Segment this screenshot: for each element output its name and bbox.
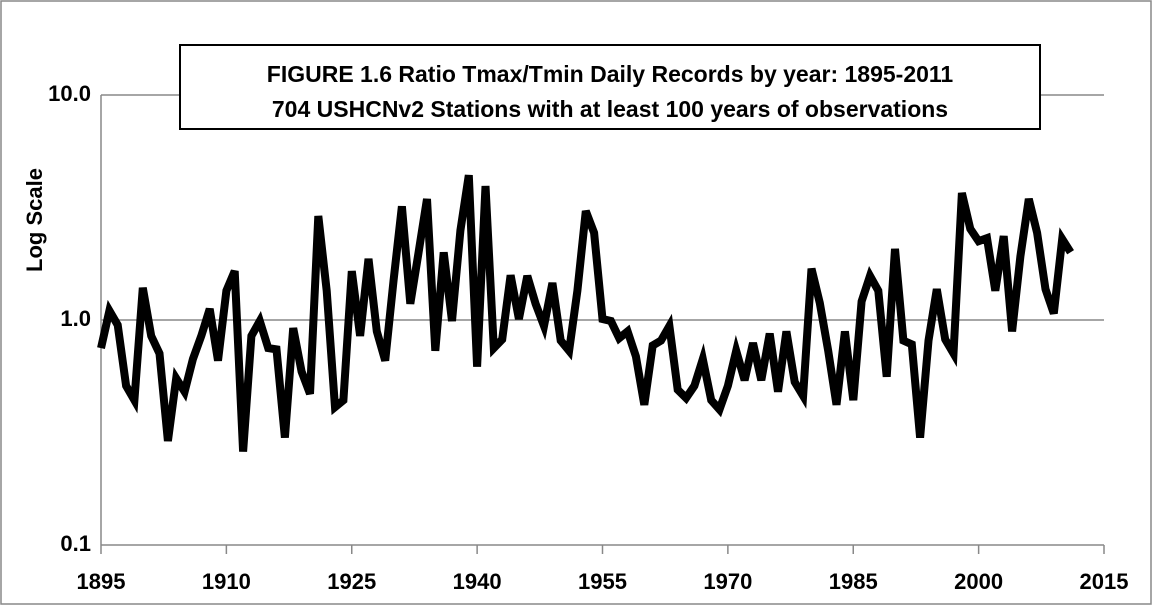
x-tick-label: 2000 [954, 569, 1003, 594]
y-axis-label: Log Scale [22, 168, 47, 272]
chart-subtitle: 704 USHCNv2 Stations with at least 100 y… [272, 96, 948, 122]
x-tick-label: 1985 [829, 569, 878, 594]
y-tick-label: 1.0 [60, 306, 91, 331]
chart-title: FIGURE 1.6 Ratio Tmax/Tmin Daily Records… [267, 61, 954, 87]
x-tick-label: 1955 [578, 569, 627, 594]
x-tick-label: 1895 [77, 569, 126, 594]
y-tick-label: 10.0 [48, 81, 91, 106]
data-line [97, 174, 1074, 452]
x-tick-label: 1910 [202, 569, 251, 594]
y-tick-label: 0.1 [60, 531, 91, 556]
x-tick-label: 1970 [703, 569, 752, 594]
x-tick-label: 1925 [327, 569, 376, 594]
x-tick-label: 1940 [453, 569, 502, 594]
x-tick-label: 2015 [1080, 569, 1129, 594]
title-box [179, 44, 1041, 130]
